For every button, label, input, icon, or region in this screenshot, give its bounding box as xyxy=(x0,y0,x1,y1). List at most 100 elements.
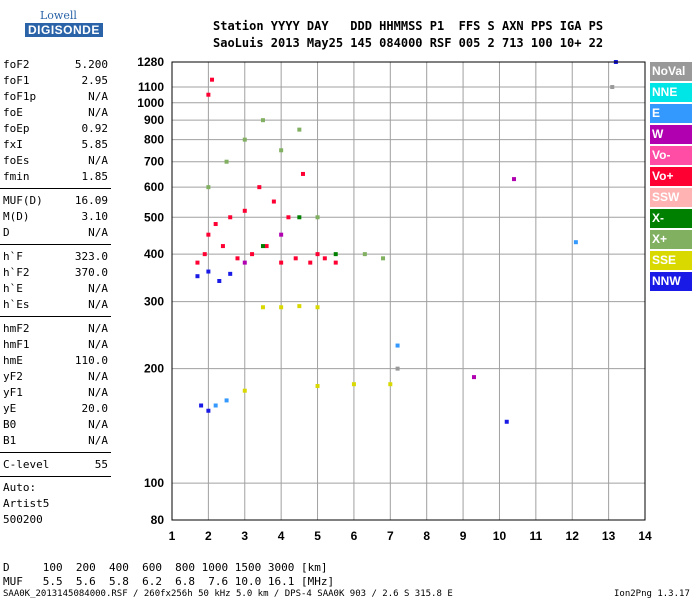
data-point xyxy=(250,252,255,257)
param-value: N/A xyxy=(88,418,108,431)
grid xyxy=(171,61,646,521)
data-points xyxy=(195,60,618,424)
distance-row: D 100 200 400 600 800 1000 1500 3000 [km… xyxy=(3,561,328,574)
legend-vo-minus: Vo- xyxy=(650,146,692,165)
param-value: N/A xyxy=(88,338,108,351)
data-point xyxy=(213,403,218,408)
param-d: D N/A xyxy=(3,226,108,241)
y-tick-label: 1100 xyxy=(138,80,164,94)
param-B1: B1 N/A xyxy=(3,434,108,449)
param-name: h`Es xyxy=(3,298,30,311)
data-point xyxy=(260,305,265,310)
legend-x-minus: X- xyxy=(650,209,692,228)
data-point xyxy=(257,185,262,190)
param-foE: foE N/A xyxy=(3,106,108,121)
divider xyxy=(0,452,111,453)
x-tick-label: 9 xyxy=(460,529,467,543)
data-point xyxy=(224,398,229,403)
data-point xyxy=(202,252,207,257)
param-name: foF1 xyxy=(3,74,30,87)
data-point xyxy=(573,240,578,245)
data-point xyxy=(300,171,305,176)
param-name: yE xyxy=(3,402,17,415)
auto-line-3: 500200 xyxy=(3,513,43,526)
data-point xyxy=(206,232,211,237)
data-point xyxy=(220,244,225,249)
param-fmin: fmin 1.85 xyxy=(3,170,108,185)
data-point xyxy=(224,159,229,164)
x-tick-label: 6 xyxy=(351,529,358,543)
data-point xyxy=(471,375,476,380)
param-value: 16.09 xyxy=(74,194,108,207)
y-tick-label: 200 xyxy=(144,362,164,376)
y-tick-labels: 80 100 200 300 400 500 600 700 800 900 1000 1100 128… xyxy=(137,55,164,527)
param-name: B0 xyxy=(3,418,17,431)
data-point xyxy=(213,222,218,227)
data-point xyxy=(362,252,367,257)
data-point xyxy=(195,274,200,279)
data-point xyxy=(381,256,386,261)
x-tick-label: 5 xyxy=(314,529,321,543)
legend-noval: NoVal xyxy=(650,62,692,81)
data-point xyxy=(315,252,320,257)
param-name: foEs xyxy=(3,154,30,167)
legend-sse: SSE xyxy=(650,251,692,270)
param-name: h`F xyxy=(3,250,23,263)
param-name: foF2 xyxy=(3,58,30,71)
x-tick-label: 10 xyxy=(493,529,507,543)
y-tick-label: 400 xyxy=(144,247,164,261)
data-point xyxy=(217,278,222,283)
plot-frame xyxy=(171,61,646,521)
data-point xyxy=(210,77,215,82)
data-point xyxy=(297,304,302,309)
data-point xyxy=(260,244,265,249)
param-hF2: h`F2 370.0 xyxy=(3,266,108,281)
param-name: MUF(D) xyxy=(3,194,43,207)
param-name: hmF1 xyxy=(3,338,30,351)
data-point xyxy=(610,85,615,90)
param-hEs: h`Es N/A xyxy=(3,298,108,313)
x-tick-label: 1 xyxy=(169,529,176,543)
param-value: 323.0 xyxy=(74,250,108,263)
data-point xyxy=(206,185,211,190)
data-point xyxy=(351,382,356,387)
param-hmE: hmE 110.0 xyxy=(3,354,108,369)
data-point xyxy=(322,256,327,261)
param-hE: h`E N/A xyxy=(3,282,108,297)
divider xyxy=(0,244,111,245)
param-value: 2.95 xyxy=(81,74,109,87)
param-value: 5.85 xyxy=(81,138,109,151)
data-point xyxy=(308,260,313,265)
data-point xyxy=(504,419,509,424)
param-value: 370.0 xyxy=(74,266,108,279)
param-value: N/A xyxy=(88,226,108,239)
param-name: foF1p xyxy=(3,90,37,103)
logo: Lowell DIGISONDE xyxy=(25,9,105,39)
x-tick-label: 4 xyxy=(278,529,285,543)
y-tick-label: 80 xyxy=(151,513,165,527)
param-foEp: foEp 0.92 xyxy=(3,122,108,137)
param-name: C-level xyxy=(3,458,50,471)
param-name: h`F2 xyxy=(3,266,30,279)
header-line-1: Station YYYY DAY DDD HHMMSS P1 FFS S AXN… xyxy=(213,19,604,33)
x-tick-labels: 1 2 3 4 5 6 7 8 9 10 11 12 13 14 xyxy=(169,529,652,543)
x-tick-label: 8 xyxy=(423,529,430,543)
data-point xyxy=(279,148,284,153)
data-point xyxy=(206,269,211,274)
muf-row: MUF 5.5 5.6 5.8 6.2 6.8 7.6 10.0 16.1 [M… xyxy=(3,575,335,588)
param-value: N/A xyxy=(88,370,108,383)
data-point xyxy=(206,408,211,413)
y-tick-label: 800 xyxy=(144,133,164,147)
file-info: SAA0K_2013145084000.RSF / 260fx256h 50 k… xyxy=(3,589,453,599)
param-foEs: foEs N/A xyxy=(3,154,108,169)
param-value: N/A xyxy=(88,106,108,119)
data-point xyxy=(199,403,204,408)
data-point xyxy=(315,215,320,220)
param-value: 1.85 xyxy=(81,170,109,183)
version-label: Ion2Png 1.3.17 xyxy=(614,589,690,599)
legend-nnw: NNW xyxy=(650,272,692,291)
data-point xyxy=(512,177,517,182)
param-value: N/A xyxy=(88,298,108,311)
data-point xyxy=(260,118,265,123)
param-name: hmF2 xyxy=(3,322,30,335)
